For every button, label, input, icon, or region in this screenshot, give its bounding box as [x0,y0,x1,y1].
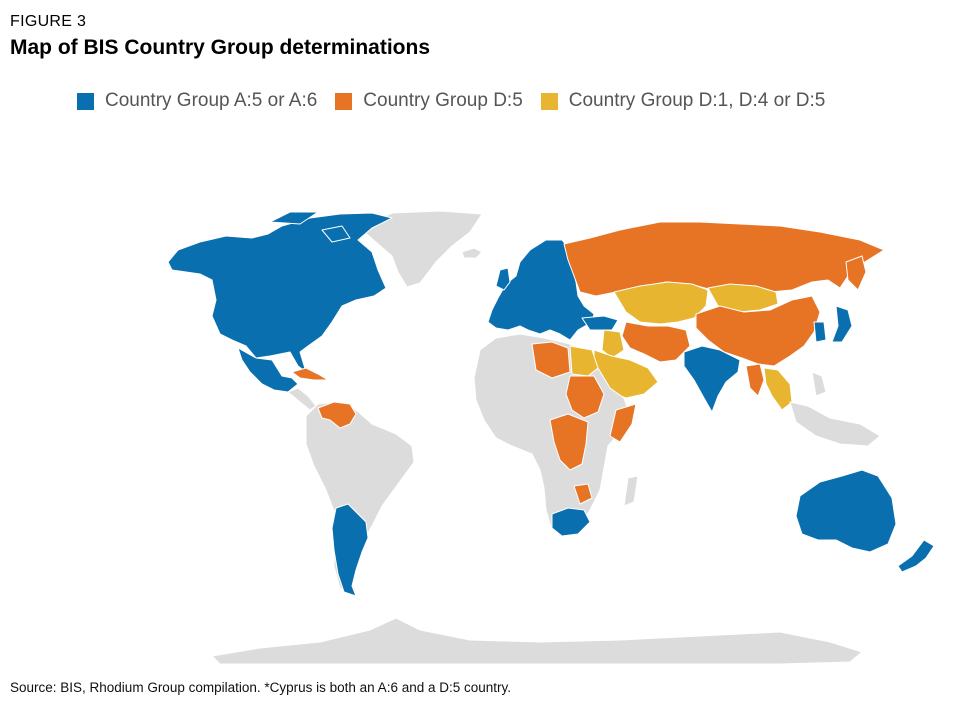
canadian-islands-group-a [269,211,351,243]
venezuela-group-d5 [317,401,357,429]
iceland-region [461,247,483,259]
legend-label-group-a: Country Group A:5 or A:6 [105,90,318,111]
egypt-group-d1 [569,345,599,377]
legend-item-group-d5: Country Group D:5 [335,90,523,112]
mexico-group-a [237,347,299,393]
legend-swatch-group-a [77,92,94,110]
antarctica-region [211,617,863,665]
india-group-a [683,345,741,413]
laos-cambodia-group-d1 [763,367,793,411]
philippines-region [811,371,827,397]
kamchatka-group-d5 [845,255,867,291]
greenland-region [359,210,483,288]
legend: Country Group A:5 or A:6 Country Group D… [77,90,843,112]
myanmar-group-d5 [745,363,765,397]
source-note: Source: BIS, Rhodium Group compilation. … [10,680,512,695]
iraq-group-d1 [601,329,625,359]
argentina-chile-group-a [331,503,369,597]
iran-afghanistan-group-d5 [621,321,691,363]
legend-item-group-a: Country Group A:5 or A:6 [77,90,317,112]
japan-group-a [831,305,853,343]
china-group-d5 [695,295,821,367]
new-zealand-group-a [897,539,935,573]
central-asia-group-d1 [613,281,709,325]
south-korea-group-a [813,321,827,343]
somalia-group-d5 [609,403,637,443]
australia-group-a [795,469,897,553]
figure-label: FIGURE 3 [10,13,87,30]
russia-group-d5 [563,221,885,297]
legend-label-group-d5: Country Group D:5 [363,90,523,111]
cuba-group-d5 [291,367,329,381]
legend-item-group-d1d4d5: Country Group D:1, D:4 or D:5 [540,90,826,112]
central-africa-group-d5 [549,413,589,471]
madagascar-region [623,475,639,507]
sudan-group-d5 [565,375,605,419]
zimbabwe-group-d5 [573,483,593,505]
legend-label-group-d1d4d5: Country Group D:1, D:4 or D:5 [568,90,826,111]
south-africa-group-a [551,507,591,537]
south-america-region [305,401,415,595]
maritime-asia-region [789,401,881,447]
europe-group-a [487,239,595,341]
legend-swatch-group-d5 [335,92,353,110]
legend-swatch-group-d1d4d5 [540,92,558,110]
central-america-region [287,387,317,411]
libya-group-d5 [531,341,571,379]
turkey-group-a [581,315,619,331]
uk-group-a [495,267,511,291]
figure-title: Map of BIS Country Group determinations [10,36,431,59]
north-america-group-a [167,212,393,373]
